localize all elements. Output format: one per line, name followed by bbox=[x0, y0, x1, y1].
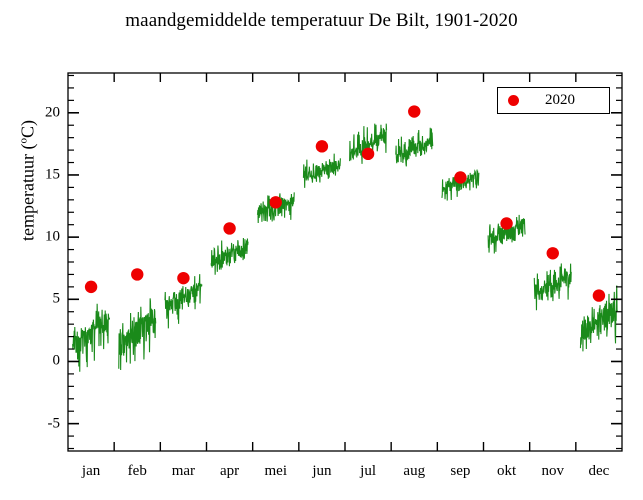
y-axis-ticks bbox=[68, 74, 622, 450]
y-tick-label: 10 bbox=[45, 228, 60, 245]
x-tick-label-jul: jul bbox=[360, 463, 376, 479]
legend: 2020 bbox=[497, 87, 610, 114]
x-tick-label-mar: mar bbox=[171, 463, 196, 479]
axis-frame bbox=[67, 72, 623, 452]
series-monthly-means bbox=[72, 123, 618, 372]
x-axis-ticks bbox=[113, 73, 577, 451]
data-point-2020-okt bbox=[500, 217, 513, 230]
y-tick-label: 0 bbox=[52, 352, 61, 369]
data-point-2020-sep bbox=[454, 171, 467, 184]
x-tick-label-apr: apr bbox=[220, 463, 240, 479]
y-tick-label: 20 bbox=[45, 104, 60, 121]
x-tick-label-jan: jan bbox=[81, 463, 101, 479]
x-tick-label-jun: jun bbox=[312, 463, 332, 479]
legend-label-2020: 2020 bbox=[545, 92, 575, 108]
x-tick-label-dec: dec bbox=[588, 463, 610, 479]
data-point-2020-nov bbox=[546, 247, 559, 260]
y-tick-label: -5 bbox=[47, 415, 61, 432]
x-tick-label-aug: aug bbox=[403, 463, 426, 479]
series-2020 bbox=[84, 105, 606, 302]
data-point-2020-mei bbox=[269, 196, 282, 209]
data-point-2020-feb bbox=[131, 268, 144, 281]
x-tick-label-sep: sep bbox=[450, 463, 471, 479]
data-point-2020-jul bbox=[361, 147, 375, 161]
x-tick-label-feb: feb bbox=[127, 463, 147, 479]
x-tick-label-okt: okt bbox=[496, 463, 517, 479]
data-point-2020-aug bbox=[408, 105, 421, 118]
x-tick-label-nov: nov bbox=[541, 463, 565, 479]
data-point-2020-mar bbox=[177, 271, 190, 285]
y-tick-label: 5 bbox=[52, 290, 61, 307]
data-point-2020-jan bbox=[84, 280, 98, 294]
y-tick-label: 15 bbox=[45, 166, 60, 183]
x-tick-label-mei: mei bbox=[264, 463, 288, 479]
data-point-2020-apr bbox=[223, 222, 236, 235]
chart-title: maandgemiddelde temperatuur De Bilt, 190… bbox=[125, 10, 518, 31]
legend-marker-2020 bbox=[508, 95, 519, 106]
data-point-2020-dec bbox=[592, 289, 606, 302]
data-point-2020-jun bbox=[315, 140, 329, 153]
